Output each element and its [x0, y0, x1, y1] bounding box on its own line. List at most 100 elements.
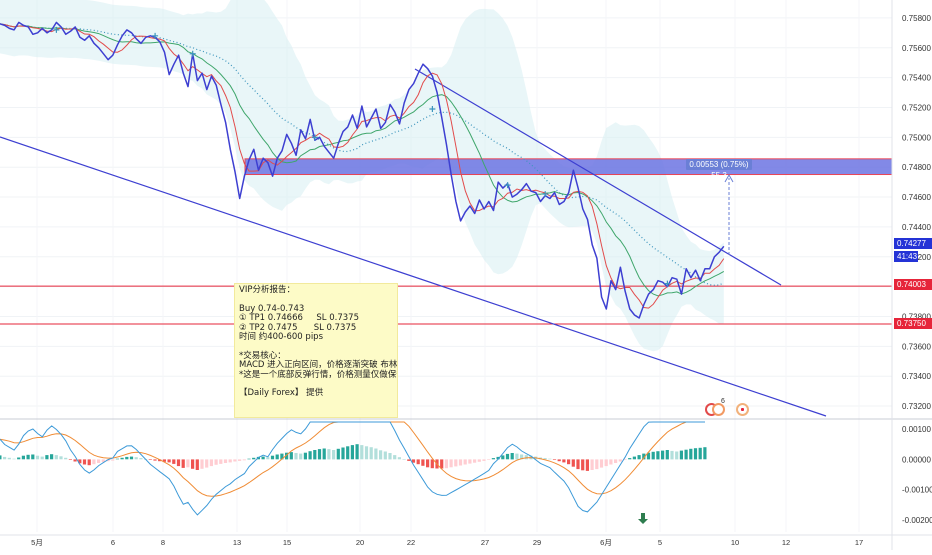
macd-histogram-bar [609, 459, 613, 465]
macd-histogram-bar [299, 453, 303, 460]
macd-tick-label: -0.00100 [902, 486, 932, 495]
bollinger-fill [0, 0, 724, 352]
macd-histogram-bar [548, 458, 552, 460]
macd-histogram-bar [50, 454, 54, 460]
macd-histogram-bar [614, 459, 618, 463]
macd-histogram-bar [374, 448, 378, 460]
analysis-note[interactable]: VIP分析报告： Buy 0.74-0.743 ① TP1 0.74666 SL 0… [234, 283, 398, 418]
macd-histogram-bar [7, 457, 11, 460]
macd-histogram-bar [397, 457, 401, 460]
price-tick-label: 0.75600 [902, 44, 931, 53]
price-tick-label: 0.75200 [902, 103, 931, 112]
economic-event-icon[interactable] [712, 403, 725, 416]
macd-histogram-bar [383, 451, 387, 460]
price-tick-label: 0.73600 [902, 342, 931, 351]
macd-histogram-bar [430, 459, 434, 469]
macd-histogram-bar [289, 452, 293, 460]
macd-histogram-bar [101, 459, 105, 463]
note-line: MACD 进入正向区间，价格逐渐突破 布林中轴 [239, 360, 398, 371]
macd-histogram-bar [552, 459, 557, 460]
macd-histogram-bar [317, 449, 322, 460]
lower-trend-line [0, 136, 827, 417]
macd-histogram-bar [642, 453, 646, 460]
macd-histogram-bar [661, 450, 665, 460]
macd-histogram-bar [176, 459, 181, 467]
macd-panel [0, 421, 707, 524]
drawn-lines[interactable] [0, 68, 892, 417]
signal-marker [152, 32, 159, 39]
time-tick-label: 22 [407, 538, 415, 547]
time-tick-label: 5月 [31, 538, 43, 547]
time-tick-label: 20 [356, 538, 364, 547]
signal-marker [542, 191, 549, 198]
ma-medium [0, 23, 725, 297]
macd-histogram-bar [468, 459, 472, 464]
measure-arrow-head [724, 173, 734, 183]
macd-histogram-bar [501, 455, 505, 460]
macd-histogram-bar [416, 459, 420, 465]
macd-histogram-bar [139, 458, 143, 460]
macd-histogram-bar [45, 455, 49, 460]
macd-histogram-bar [581, 459, 585, 471]
price-tick-label: 0.74800 [902, 163, 931, 172]
signal-marker [311, 134, 318, 141]
macd-histogram-bar [689, 448, 693, 460]
macd-histogram-bar [341, 447, 345, 460]
event-count-badge: 6 [721, 398, 725, 405]
countdown-tag: 41:43 [894, 251, 918, 262]
signal-marker [189, 50, 196, 57]
macd-histogram-bar [670, 450, 674, 460]
macd-histogram-bar [369, 447, 373, 460]
signal-marker [504, 182, 511, 189]
macd-histogram-bar [115, 458, 119, 460]
price-series [0, 21, 725, 319]
macd-histogram-bar [106, 459, 110, 462]
macd-histogram-bar [628, 458, 632, 460]
macd-histogram-bar [703, 447, 707, 460]
macd-histogram-bar [637, 455, 641, 460]
macd-histogram-bar [223, 459, 228, 463]
macd-histogram-bar [31, 454, 35, 460]
macd-histogram-bar [585, 459, 589, 471]
macd-histogram-bar [181, 459, 185, 468]
time-tick-label: 13 [233, 538, 241, 547]
macd-histogram-bar [205, 459, 209, 468]
macd-histogram-bar [195, 459, 199, 470]
macd-histogram-bar [698, 447, 702, 460]
macd-tick-label: -0.00200 [902, 516, 932, 525]
macd-histogram-bar [313, 450, 317, 460]
macd-histogram-bar [543, 458, 547, 460]
macd-histogram-bar [275, 454, 279, 460]
macd-histogram-bar [252, 457, 256, 460]
macd-histogram-bar [482, 459, 486, 461]
macd-histogram-bar [12, 458, 16, 460]
price-line [0, 21, 725, 319]
macd-histogram-bar [477, 459, 481, 462]
macd-histogram-bar [679, 450, 683, 460]
last-price-tag: 0.74277 [894, 238, 932, 249]
macd-histogram-bar [684, 449, 688, 460]
macd-histogram-bar [402, 459, 406, 460]
macd-histogram-bar [336, 448, 340, 460]
macd-histogram-bar [444, 459, 448, 469]
macd-histogram-bar [632, 456, 636, 460]
macd-histogram-bar [73, 459, 77, 462]
macd-histogram-bar [360, 445, 364, 460]
macd-histogram-bar [0, 455, 2, 460]
macd-histogram-bar [209, 459, 213, 467]
macd-histogram-bar [557, 459, 561, 462]
macd-histogram-bar [158, 459, 162, 462]
resistance-zone[interactable] [244, 158, 893, 176]
macd-histogram-bar [134, 457, 138, 460]
measurement-label[interactable]: 0.00553 (0.75%) 55.3 [686, 159, 752, 180]
macd-histogram-bar [294, 453, 298, 460]
macd-histogram-bar [426, 459, 430, 468]
macd-tick-label: 0.00000 [902, 455, 931, 464]
ma-fast [0, 23, 725, 309]
canada-flag-icon[interactable] [736, 403, 749, 416]
macd-histogram-bar [59, 456, 63, 460]
macd-histogram-bar [172, 459, 176, 464]
price-tick-label: 0.75000 [902, 133, 931, 142]
